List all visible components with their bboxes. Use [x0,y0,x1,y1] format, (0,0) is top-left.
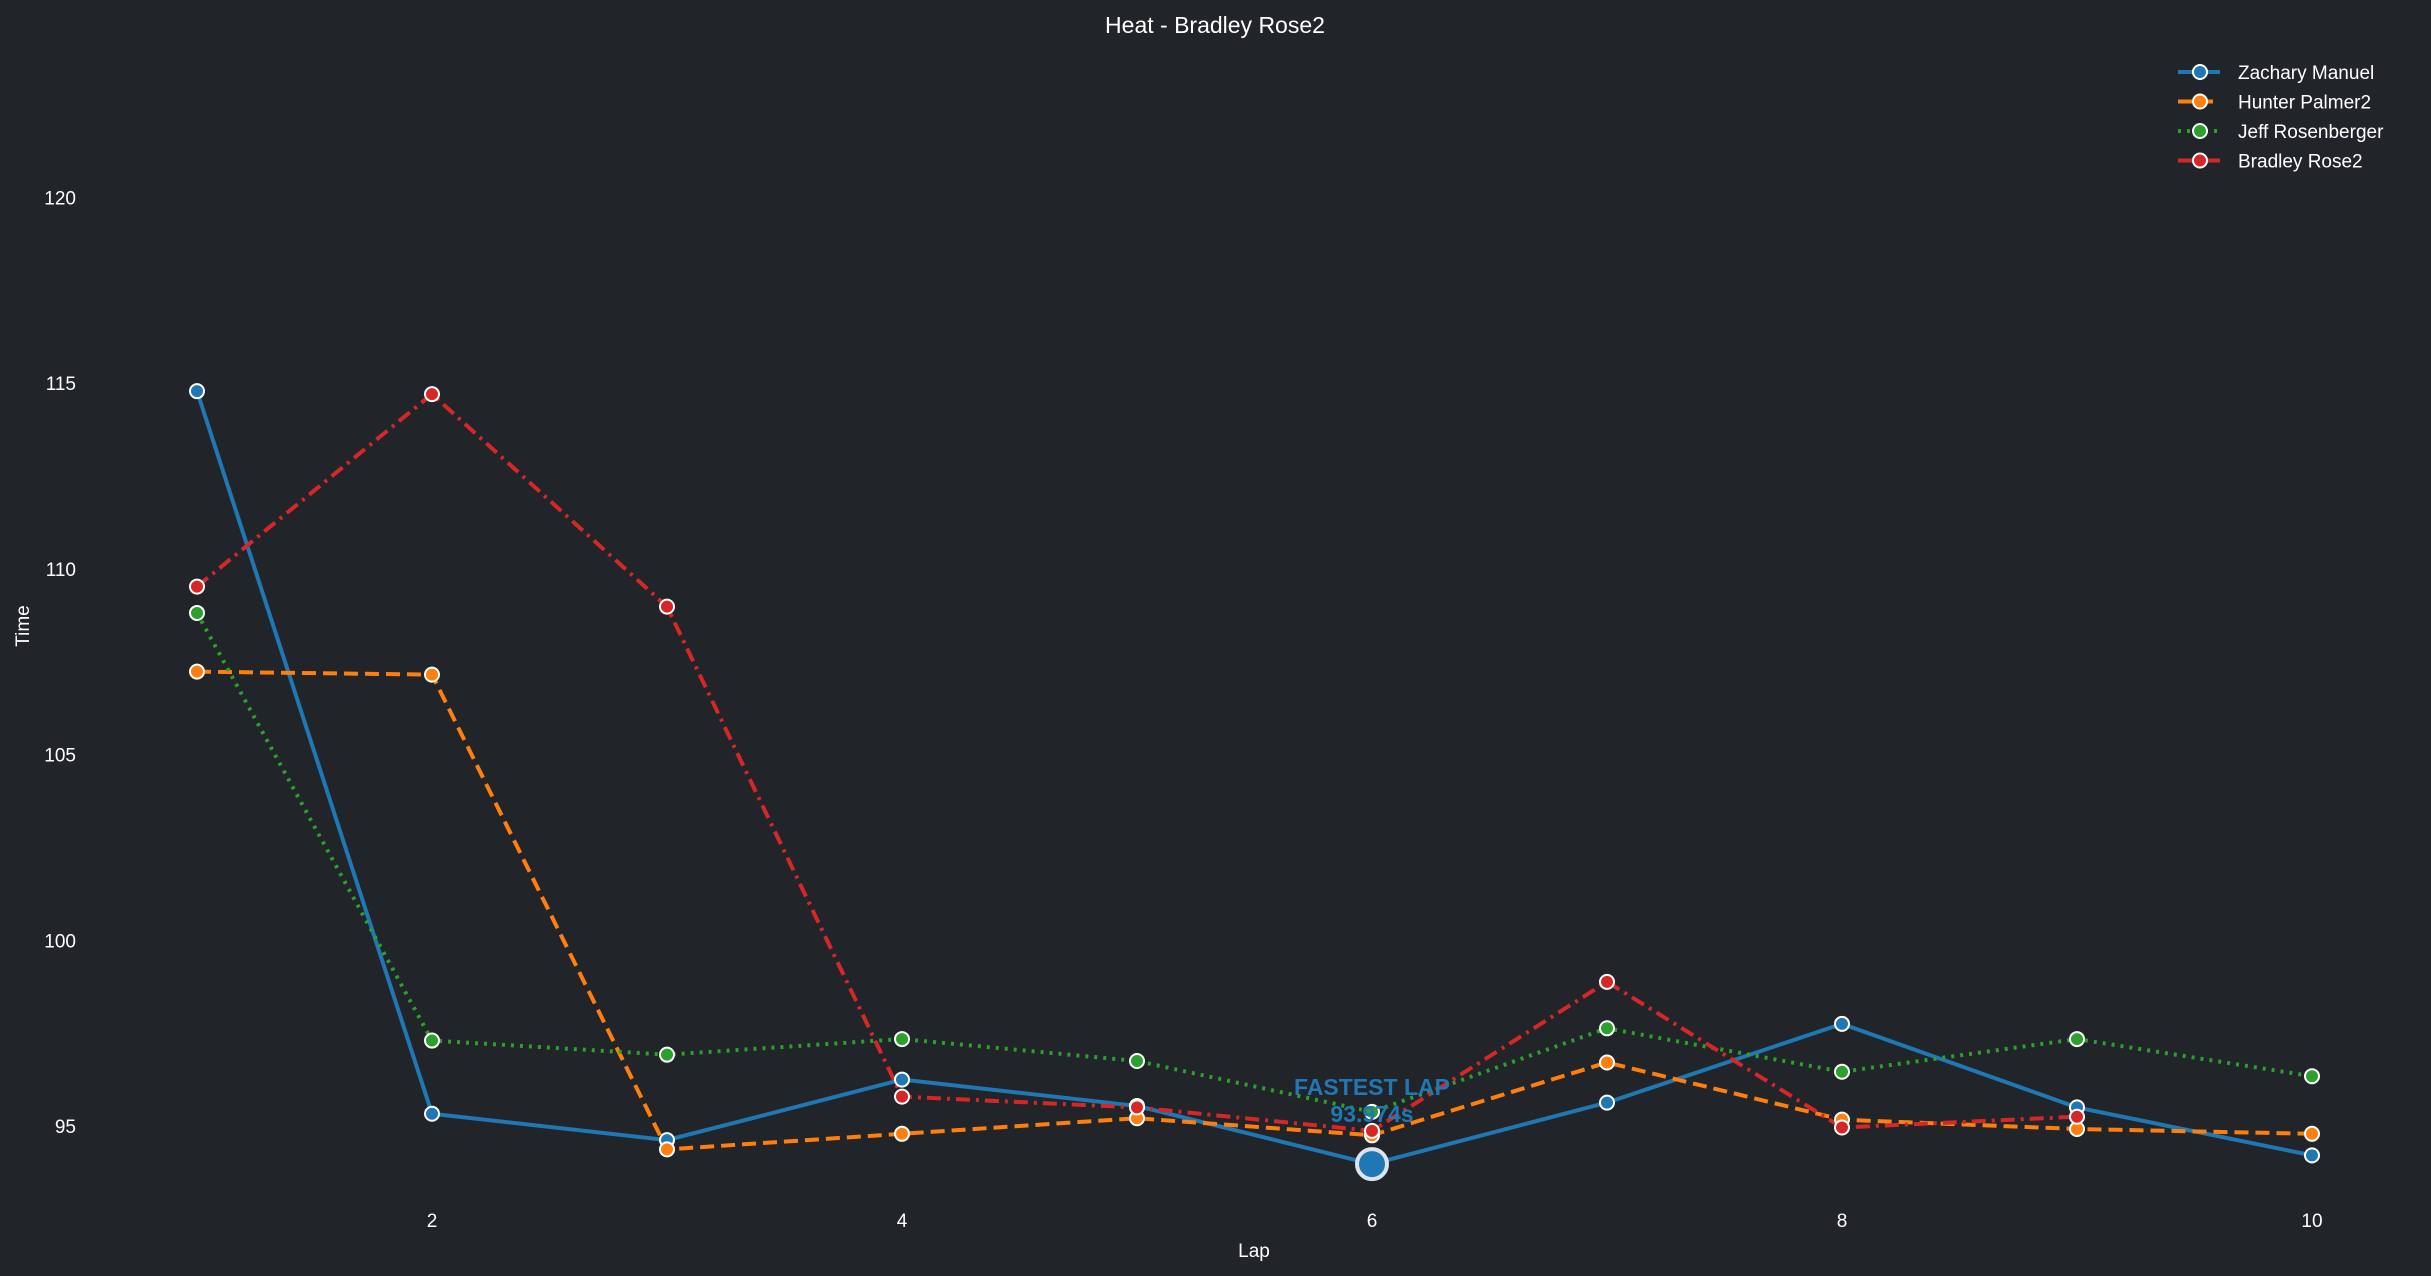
y-tick-label: 110 [46,560,76,581]
data-point [189,663,205,680]
data-point [1834,1063,1850,1080]
x-tick-label: 10 [2301,1211,2322,1232]
legend-label: Zachary Manuel [2238,63,2374,84]
data-point [894,1071,910,1088]
chart-title: Heat - Bradley Rose2 [1105,12,1325,38]
data-point [1599,1020,1615,1037]
y-tick-label: 105 [44,746,76,767]
data-point [2304,1125,2320,1142]
data-point [189,604,205,621]
data-point [424,666,440,683]
data-point [1834,1119,1850,1136]
series-line [195,390,2313,1167]
data-point [1834,1015,1850,1032]
y-tick-label: 95 [55,1117,76,1138]
legend-marker [2192,93,2208,110]
data-point [424,1032,440,1049]
data-point [659,1141,675,1158]
y-axis-label: Time [13,605,34,647]
data-point [2069,1031,2085,1048]
data-point [1599,1054,1615,1071]
data-point [894,1088,910,1105]
data-point [1599,973,1615,990]
data-point [1599,1094,1615,1111]
legend-marker [2192,152,2208,169]
y-tick-label: 120 [44,188,76,209]
series-line [196,669,2313,1152]
data-point [2069,1108,2085,1125]
data-point [894,1125,910,1142]
data-point [1129,1099,1145,1116]
data-point [1364,1103,1380,1120]
fastest-lap-time: 93.974s [1330,1101,1413,1127]
data-point [424,386,440,403]
legend-marker [2192,123,2208,139]
data-point [424,1105,440,1122]
x-tick-label: 2 [427,1211,438,1232]
x-tick-label: 6 [1367,1211,1378,1232]
y-tick-label: 100 [44,931,76,952]
data-point [1364,1122,1380,1139]
fastest-lap-label: FASTEST LAP [1294,1074,1450,1100]
data-point [189,578,205,595]
legend-label: Jeff Rosenberger [2238,122,2384,143]
data-point [659,598,675,615]
x-axis-label: Lap [1238,1241,1270,1262]
y-tick-label: 115 [46,374,76,395]
data-point [894,1031,910,1048]
data-point [189,383,205,400]
data-point [659,1046,675,1063]
legend-marker [2192,64,2208,80]
fastest-lap-marker [1355,1147,1389,1182]
data-point [2304,1147,2320,1164]
data-point [2304,1068,2320,1085]
x-tick-label: 8 [1837,1211,1848,1232]
legend-label: Hunter Palmer2 [2238,93,2371,114]
legend-label: Bradley Rose2 [2238,152,2363,173]
series-line [195,391,2078,1133]
data-point [1129,1052,1145,1069]
x-tick-label: 4 [897,1211,908,1232]
series-line [195,611,2313,1114]
